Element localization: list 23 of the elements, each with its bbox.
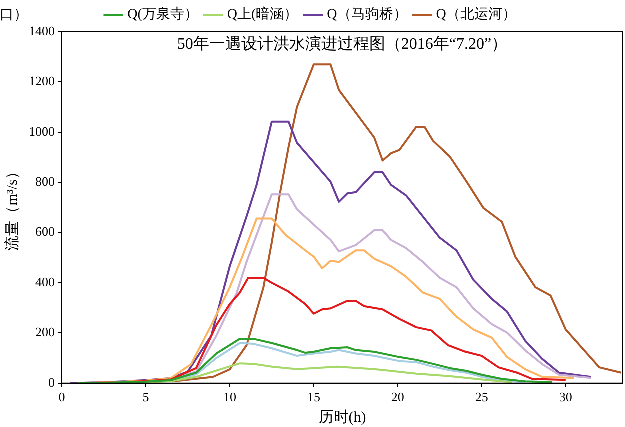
legend-label: Q(万泉寺） [128, 6, 198, 23]
x-tick-label: 15 [307, 390, 320, 405]
x-tick-label: 0 [58, 390, 66, 405]
y-tick-label: 1400 [29, 23, 55, 38]
x-axis-title: 历时(h) [318, 408, 366, 426]
x-tick-label: 10 [223, 390, 236, 405]
legend-label: Q（马驹桥） [327, 6, 408, 23]
x-tick-label: 20 [391, 390, 404, 405]
x-tick-label: 5 [142, 390, 150, 405]
legend-label: Q上(暗涵） [227, 6, 298, 23]
y-tick-label: 200 [36, 324, 55, 340]
y-axis-title: 流量（m³/s） [4, 164, 21, 251]
legend-label: Q（北运河） [436, 6, 516, 23]
y-tick-label: 0 [48, 374, 55, 390]
y-tick-label: 600 [36, 224, 55, 240]
chart-title: 50年一遇设计洪水演进过程图（2016年“7.20”） [177, 35, 508, 54]
y-tick-label: 1200 [29, 74, 55, 89]
text: 口） [0, 7, 28, 24]
y-tick-label: 800 [36, 174, 55, 190]
y-tick-label: 400 [36, 274, 55, 290]
y-tick-label: 1000 [29, 124, 55, 139]
x-tick-label: 25 [475, 390, 488, 405]
x-tick-label: 30 [559, 390, 572, 405]
